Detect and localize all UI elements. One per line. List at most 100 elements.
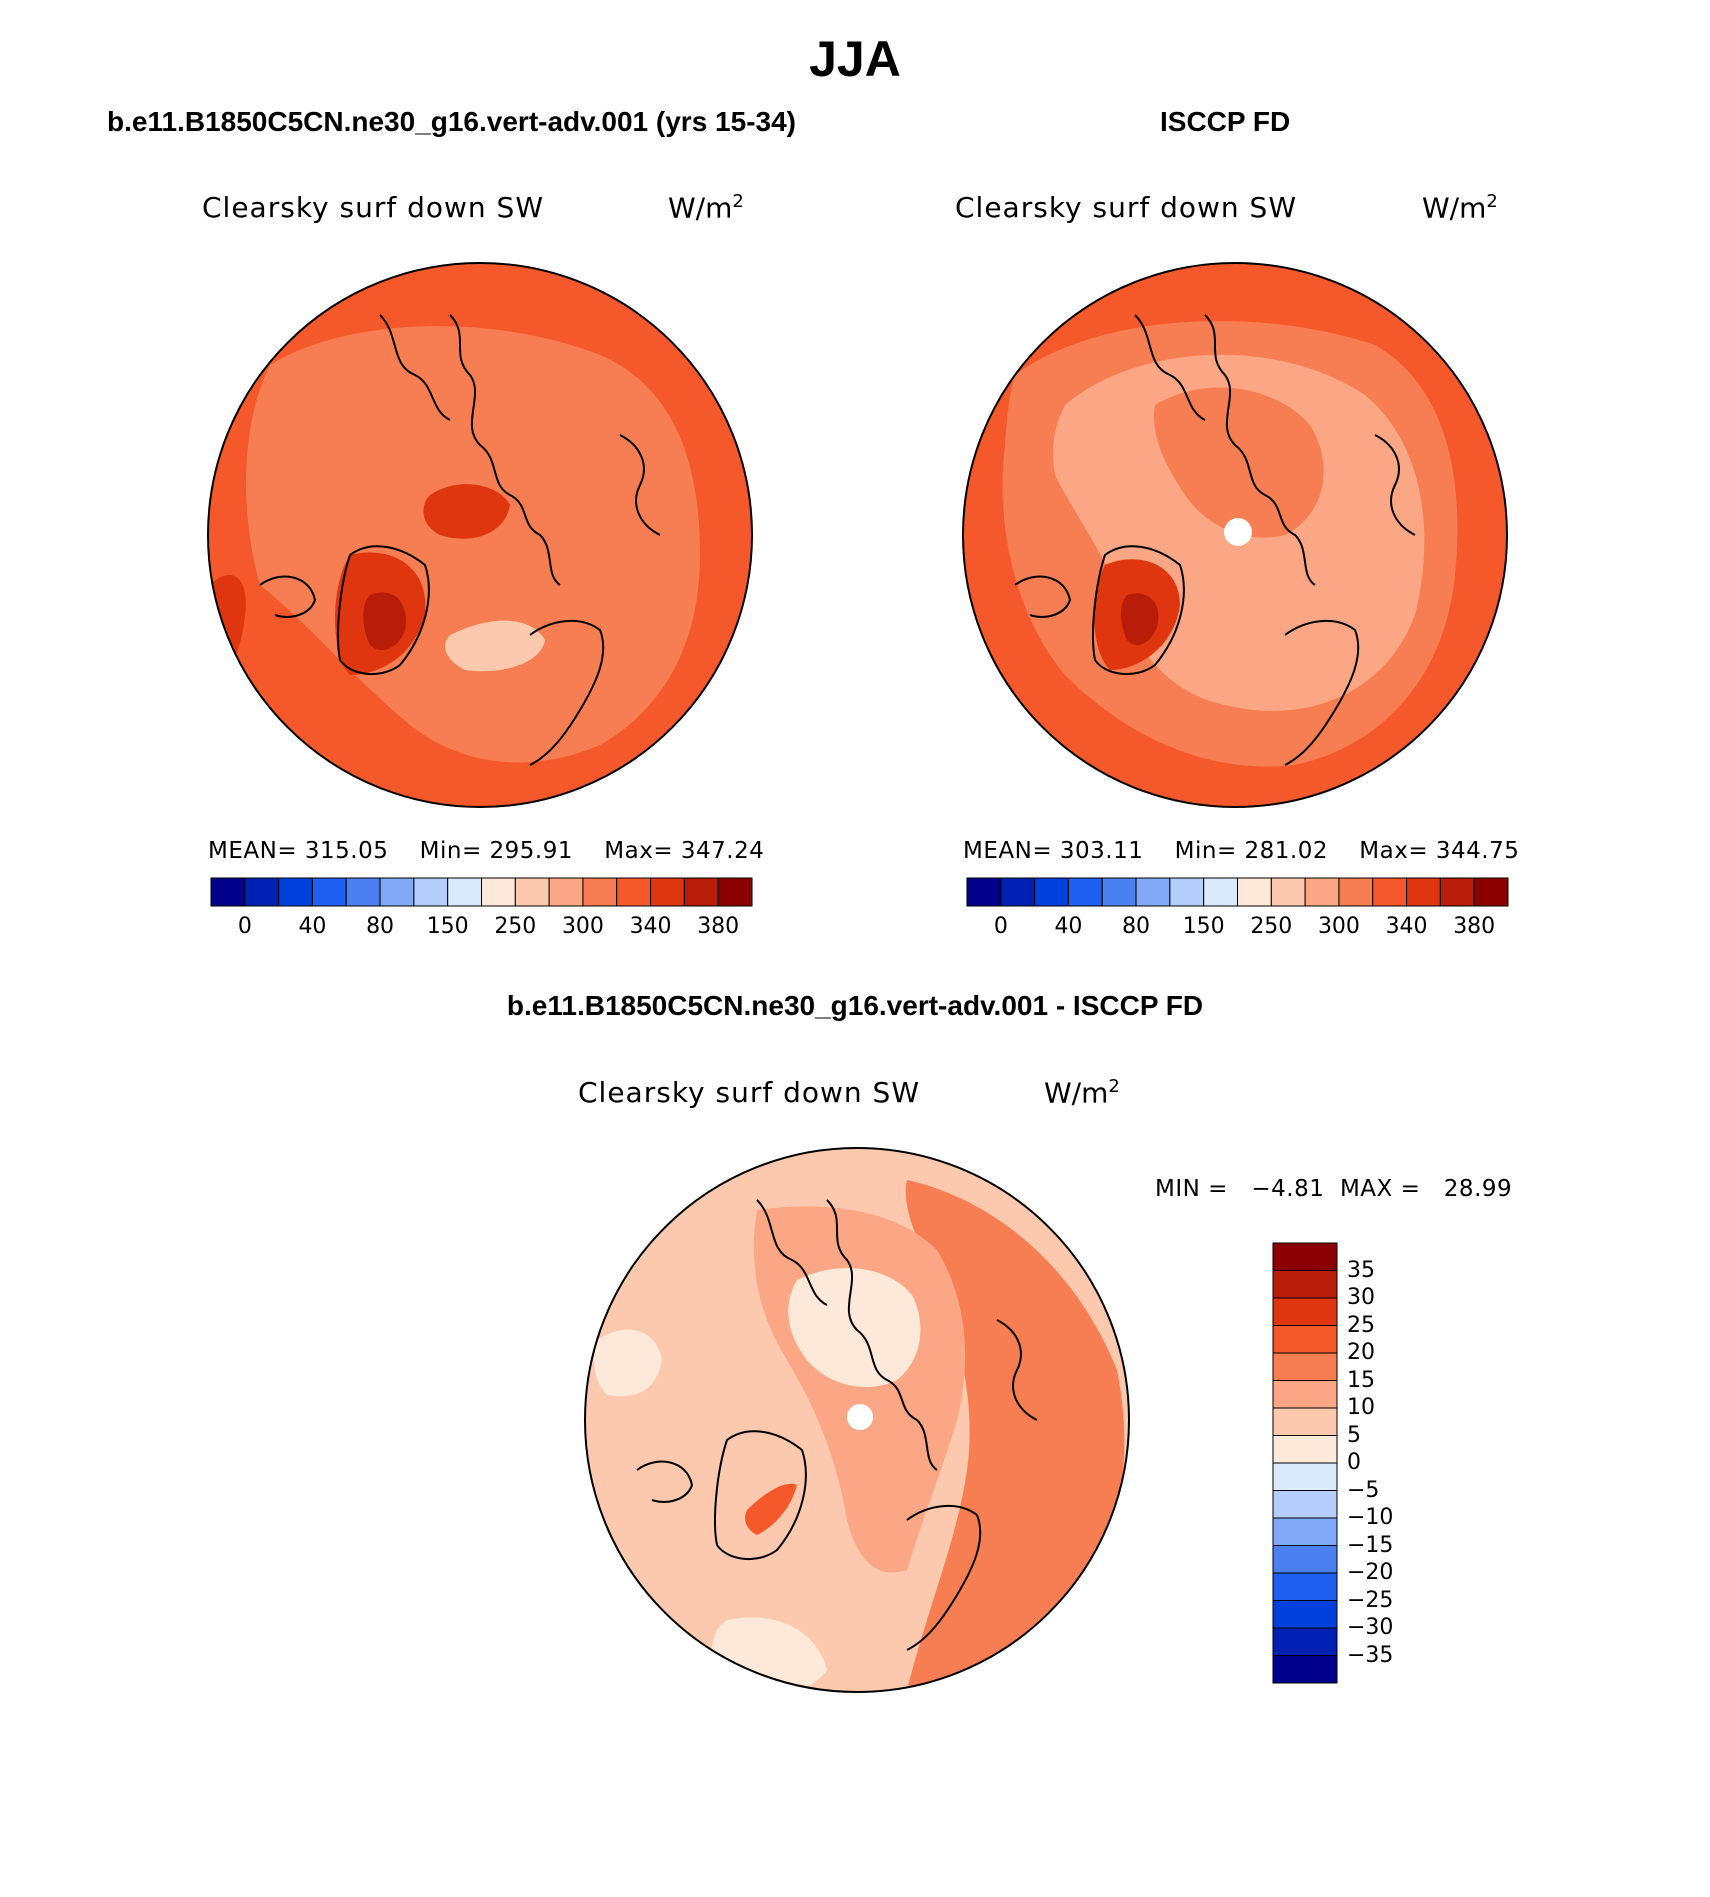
colorbar-tick-label: 40 <box>1054 914 1083 939</box>
map-c-pole-gap <box>847 1404 873 1430</box>
panel-b-units: W/m2 <box>1422 191 1498 225</box>
map-b-coastlines <box>1014 314 1416 766</box>
colorbar-b-labels: 0 40 80 150 250 300 340 380 <box>967 914 1508 944</box>
panel-b-mean: MEAN= 303.11 <box>963 838 1144 864</box>
colorbar-a <box>210 877 753 907</box>
colorbar-tick-label: 0 <box>237 914 252 939</box>
colorbar-tick-label: 25 <box>1347 1312 1375 1338</box>
colorbar-tick-label: 300 <box>1317 914 1360 939</box>
map-panel-a <box>207 262 753 808</box>
colorbar-tick-label: 340 <box>1385 914 1428 939</box>
figure-title: JJA <box>809 31 901 87</box>
map-panel-c <box>584 1147 1130 1693</box>
colorbar-tick-label: 35 <box>1347 1257 1375 1283</box>
panel-a-mean: MEAN= 315.05 <box>208 838 389 864</box>
colorbar-tick-label: 15 <box>1347 1367 1375 1393</box>
colorbar-swatch <box>1272 1380 1338 1409</box>
colorbar-swatch <box>244 877 280 907</box>
colorbar-swatch <box>1304 877 1340 907</box>
colorbar-tick-label: −10 <box>1347 1505 1394 1530</box>
colorbar-swatch <box>1439 877 1475 907</box>
colorbar-swatch <box>481 877 516 907</box>
colorbar-swatch <box>413 877 449 907</box>
map-b-pole-gap <box>1224 518 1252 546</box>
map-c-outline <box>584 1147 1130 1693</box>
colorbar-swatch <box>582 877 618 907</box>
colorbar-tick-label: 80 <box>1122 914 1151 939</box>
colorbar-tick-label: 40 <box>298 914 327 939</box>
colorbar-tick-label: 150 <box>426 914 469 939</box>
colorbar-swatch <box>1169 877 1205 907</box>
colorbar-swatch <box>1272 1325 1338 1354</box>
panel-b-title: ISCCP FD <box>1160 106 1291 137</box>
colorbar-b <box>966 877 1509 907</box>
panel-a-stats: MEAN= 315.05 Min= 295.91 Max= 347.24 <box>208 838 764 864</box>
panel-c-units: W/m2 <box>1044 1076 1120 1110</box>
colorbar-swatch <box>210 877 246 907</box>
colorbar-swatch <box>650 877 685 907</box>
colorbar-swatch <box>1272 1270 1338 1299</box>
colorbar-swatch <box>345 877 381 907</box>
map-b-outline <box>962 262 1508 808</box>
map-b-greenland-core <box>1120 593 1159 646</box>
colorbar-swatch <box>1203 877 1238 907</box>
colorbar-swatch <box>311 877 347 907</box>
colorbar-swatch <box>1272 1627 1338 1656</box>
colorbar-tick-label: 30 <box>1347 1285 1375 1310</box>
colorbar-tick-label: 250 <box>494 914 537 939</box>
colorbar-swatch <box>1272 1490 1338 1519</box>
panel-c-title: b.e11.B1850C5CN.ne30_g16.vert-adv.001 - … <box>506 990 1204 1021</box>
panel-a-variable: Clearsky surf down SW <box>202 191 545 224</box>
colorbar-tick-label: 250 <box>1250 914 1293 939</box>
panel-b-variable: Clearsky surf down SW <box>955 191 1298 224</box>
colorbar-tick-label: 0 <box>993 914 1008 939</box>
colorbar-tick-label: −15 <box>1347 1532 1394 1558</box>
colorbar-swatch <box>1406 877 1441 907</box>
colorbar-swatch <box>514 877 550 907</box>
panel-a-max: Max= 347.24 <box>604 838 765 864</box>
colorbar-swatch <box>1237 877 1272 907</box>
map-a-greenland-core <box>363 592 406 650</box>
map-a-baffin-max <box>423 484 510 539</box>
panel-c-variable: Clearsky surf down SW <box>578 1076 921 1109</box>
colorbar-tick-label: 150 <box>1182 914 1225 939</box>
colorbar-swatch <box>966 877 1002 907</box>
colorbar-swatch <box>1272 1407 1338 1436</box>
colorbar-swatch <box>379 877 415 907</box>
map-c-east-warm <box>905 1180 1125 1691</box>
colorbar-swatch <box>1272 1242 1338 1271</box>
colorbar-tick-label: −20 <box>1347 1560 1394 1585</box>
colorbar-swatch <box>278 877 313 907</box>
colorbar-swatch <box>1272 1297 1338 1326</box>
map-c-coastlines <box>636 1199 1038 1651</box>
panel-c-minmax: MIN = −4.81 MAX = 28.99 <box>1155 1176 1513 1202</box>
colorbar-swatch <box>1272 1435 1338 1464</box>
colorbar-swatch <box>1135 877 1171 907</box>
colorbar-swatch <box>447 877 482 907</box>
colorbar-swatch <box>1473 877 1509 907</box>
colorbar-tick-label: 5 <box>1347 1422 1361 1448</box>
map-a-outline <box>207 262 753 808</box>
colorbar-tick-label: 80 <box>366 914 395 939</box>
colorbar-swatch <box>1372 877 1408 907</box>
colorbar-swatch <box>1101 877 1137 907</box>
colorbar-tick-label: 340 <box>629 914 672 939</box>
colorbar-swatch <box>1270 877 1306 907</box>
colorbar-tick-label: −25 <box>1347 1587 1394 1613</box>
map-b-central-region <box>1154 387 1324 538</box>
colorbar-a-labels: 0 40 80 150 250 300 340 380 <box>211 914 752 944</box>
colorbar-swatch <box>1338 877 1374 907</box>
colorbar-swatch <box>616 877 652 907</box>
map-a-light-patch <box>445 620 545 672</box>
colorbar-swatch <box>1272 1462 1338 1491</box>
colorbar-swatch <box>683 877 719 907</box>
colorbar-tick-label: 20 <box>1347 1340 1375 1365</box>
colorbar-tick-label: −30 <box>1347 1615 1394 1640</box>
colorbar-swatch <box>1272 1352 1338 1381</box>
colorbar-tick-label: −35 <box>1347 1642 1394 1668</box>
map-c-greenland-streak <box>745 1483 797 1535</box>
colorbar-tick-label: 380 <box>1453 914 1496 939</box>
panel-a-units: W/m2 <box>668 191 744 225</box>
colorbar-tick-label: 300 <box>561 914 604 939</box>
colorbar-swatch <box>1067 877 1103 907</box>
